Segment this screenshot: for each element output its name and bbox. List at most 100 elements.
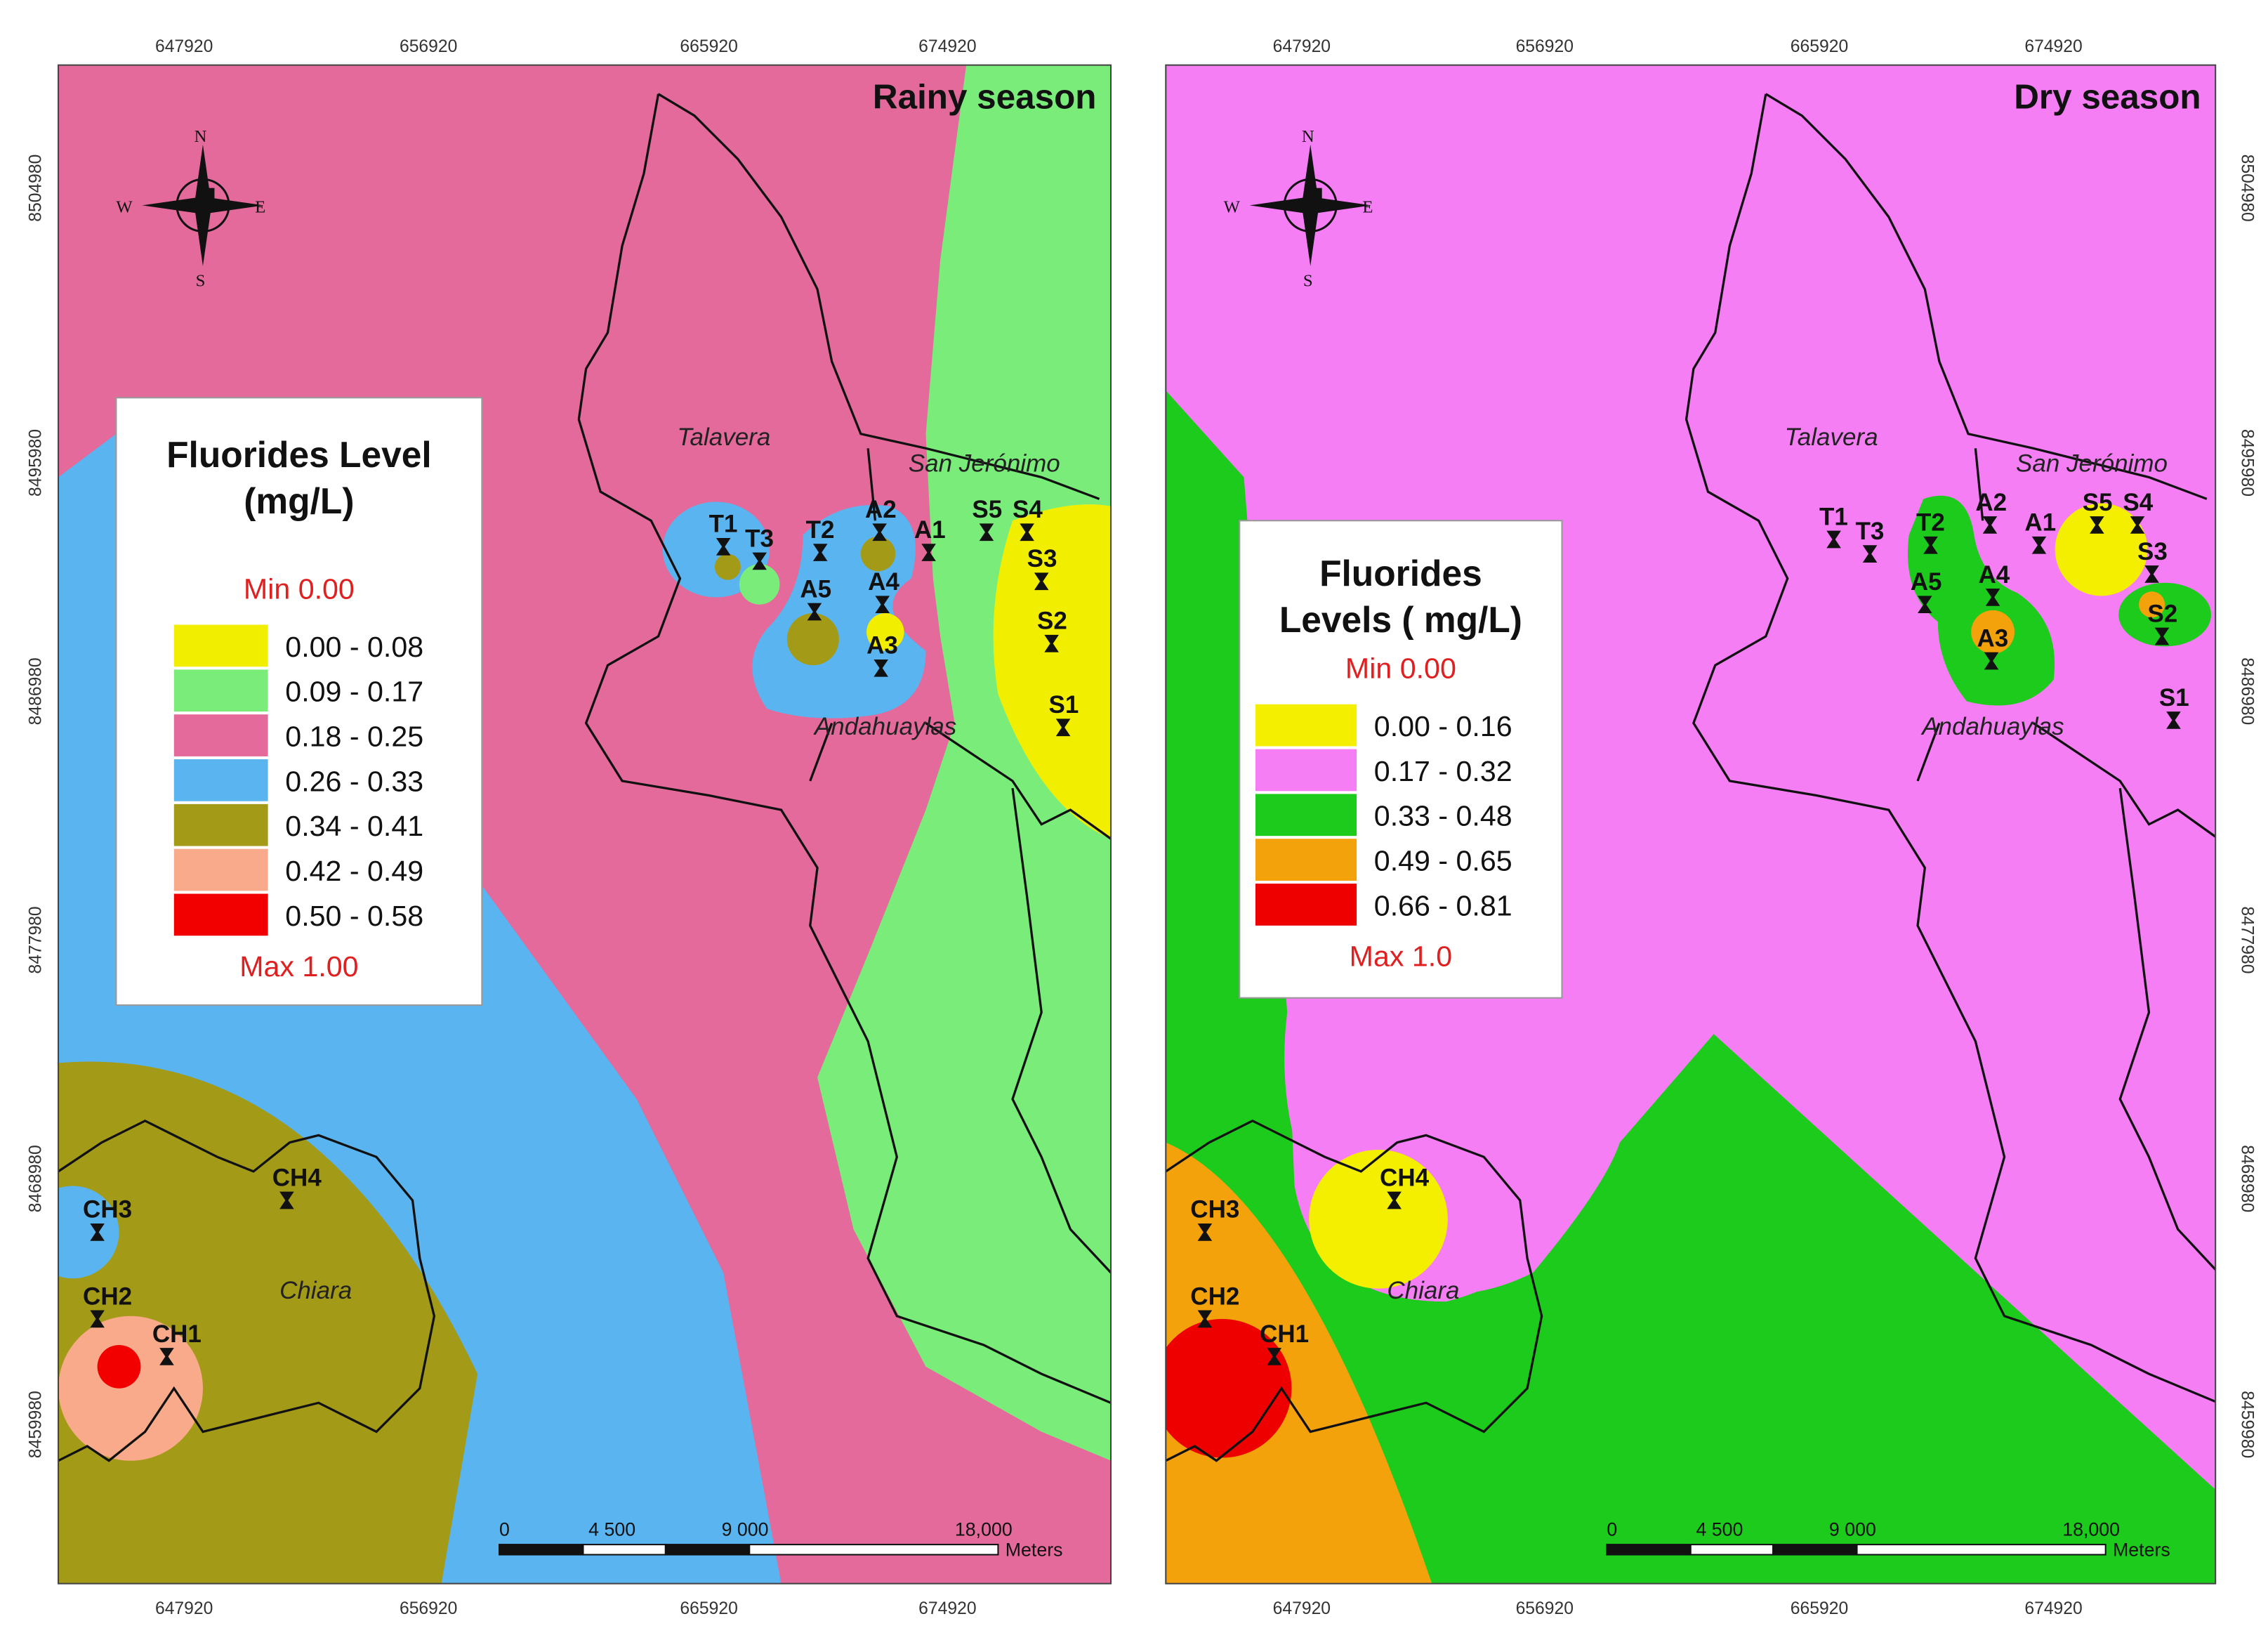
- compass-center: [199, 188, 215, 203]
- legend-title: Fluorides: [1319, 553, 1482, 593]
- station-marker: [716, 537, 731, 556]
- station-marker: [279, 1191, 294, 1209]
- legend-label: 0.00 - 0.16: [1374, 710, 1512, 742]
- station-label: S1: [1049, 691, 1079, 719]
- x-tick-label: 674920: [918, 37, 976, 56]
- station-label: CH4: [272, 1164, 322, 1191]
- legend-title: (mg/L): [244, 480, 354, 521]
- station-marker: [1197, 1310, 1213, 1328]
- y-tick-label: 8486980: [26, 657, 45, 725]
- concentration-zone: [58, 1061, 478, 1584]
- station-label: CH2: [83, 1283, 132, 1310]
- scale-label: 18,000: [2062, 1519, 2120, 1540]
- station-marker: [1267, 1348, 1282, 1365]
- station-label: S3: [1027, 545, 1057, 572]
- place-name: Andahuaylas: [1920, 713, 2064, 740]
- station-marker: [2166, 711, 2181, 729]
- legend-max: Max 1.00: [239, 950, 358, 983]
- station-marker: [2031, 536, 2047, 554]
- compass-label: E: [255, 198, 265, 217]
- concentration-zone: [2139, 591, 2165, 618]
- scale-bar-segment: [749, 1544, 999, 1556]
- panel-frame: [1165, 64, 2217, 1585]
- legend-label: 0.09 - 0.17: [285, 676, 423, 708]
- panel-frame: [58, 64, 1112, 1585]
- panel-title: Dry season: [2014, 77, 2201, 116]
- compass-label: N: [195, 127, 207, 146]
- concentration-zone: [714, 553, 741, 580]
- station-marker: [1985, 589, 2000, 606]
- legend-min: Min 0.00: [244, 572, 355, 605]
- station-label: CH1: [1260, 1320, 1309, 1348]
- station-marker: [1044, 634, 1059, 652]
- x-tick-label: 665920: [1791, 37, 1848, 56]
- station-label: CH2: [1190, 1283, 1239, 1310]
- station-label: A1: [914, 516, 946, 544]
- y-tick-label: 8495980: [2237, 429, 2256, 497]
- station-label: A4: [1979, 561, 2010, 589]
- station-marker: [875, 596, 890, 614]
- station-label: T1: [709, 511, 738, 538]
- x-tick-label: 656920: [1516, 37, 1574, 56]
- place-name: Talavera: [677, 424, 770, 451]
- legend-swatch: [1255, 794, 1357, 837]
- x-tick-label: 674920: [2024, 1599, 2082, 1618]
- compass-center: [1307, 188, 1322, 203]
- place-name: Andahuaylas: [813, 713, 956, 740]
- legend-label: 0.17 - 0.32: [1374, 755, 1512, 787]
- place-name: San Jerónimo: [2016, 450, 2168, 477]
- scale-label: 4 500: [1696, 1519, 1743, 1540]
- concentration-zone: [1166, 390, 2216, 1584]
- x-tick-label: 647920: [155, 37, 213, 56]
- station-marker: [2144, 565, 2159, 583]
- legend-max: Max 1.0: [1350, 940, 1452, 972]
- legend-swatch: [1255, 884, 1357, 926]
- station-label: CH1: [152, 1320, 202, 1348]
- concentration-zone: [1309, 1149, 1448, 1289]
- station-marker: [159, 1348, 174, 1365]
- concentration-zone: [739, 564, 780, 605]
- station-marker: [1020, 523, 1034, 542]
- station-label: T3: [745, 525, 774, 552]
- station-marker: [1862, 545, 1878, 563]
- watershed-boundary: [1684, 93, 2216, 1403]
- scale-label: 0: [1607, 1519, 1617, 1540]
- concentration-zone: [58, 1186, 119, 1279]
- x-tick-label: 656920: [1516, 1599, 1574, 1618]
- legend-label: 0.66 - 0.81: [1374, 889, 1512, 921]
- y-tick-label: 8468980: [26, 1145, 45, 1212]
- place-name: Chiara: [1387, 1277, 1459, 1304]
- station-label: T2: [1916, 509, 1945, 537]
- concentration-zone: [2055, 503, 2148, 596]
- station-marker: [921, 544, 936, 561]
- concentration-zone: [1166, 1318, 1292, 1458]
- station-label: A5: [800, 575, 831, 603]
- station-label: S5: [2083, 489, 2113, 516]
- station-marker: [1055, 719, 1071, 737]
- y-tick-label: 8477980: [26, 906, 45, 973]
- legend-swatch: [173, 759, 268, 801]
- y-tick-label: 8459980: [2237, 1391, 2256, 1458]
- concentration-zone: [860, 536, 896, 572]
- station-marker: [1034, 572, 1049, 591]
- legend-label: 0.50 - 0.58: [285, 900, 423, 932]
- station-label: S2: [1037, 608, 1067, 635]
- station-marker: [1826, 530, 1841, 549]
- station-label: A1: [2024, 509, 2056, 537]
- scale-bar-segment: [1772, 1544, 1858, 1556]
- legend-swatch: [1255, 839, 1357, 881]
- concentration-zone: [97, 1344, 141, 1389]
- place-name: Chiara: [279, 1277, 352, 1304]
- station-marker: [1982, 516, 1998, 534]
- station-marker: [90, 1223, 105, 1241]
- legend-title: Levels ( mg/L): [1279, 599, 1522, 640]
- legend-label: 0.00 - 0.08: [285, 631, 423, 663]
- scale-label: 9 000: [722, 1519, 769, 1540]
- scale-bar-segment: [1689, 1544, 1774, 1556]
- concentration-zone: [817, 65, 1112, 1461]
- watershed-boundary: [577, 93, 1112, 1404]
- legend-swatch: [173, 624, 268, 667]
- legend-swatch: [173, 669, 268, 712]
- compass-rose: [142, 144, 264, 266]
